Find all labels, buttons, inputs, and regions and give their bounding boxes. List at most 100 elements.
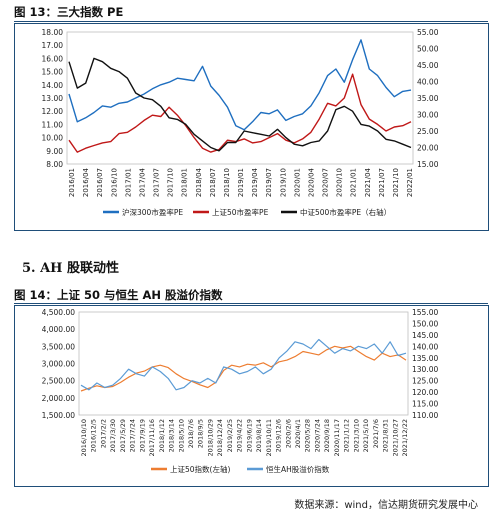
fig13-xtick: 2017/01 bbox=[124, 168, 132, 197]
fig14-series-line-1 bbox=[80, 345, 407, 392]
fig14-ytick-right: 120.00 bbox=[412, 388, 438, 397]
fig14-xtick: 2018/3/14 bbox=[168, 419, 176, 452]
fig14-ytick-right: 145.00 bbox=[412, 331, 438, 340]
fig14-xtick: 2017/3/30 bbox=[109, 419, 117, 452]
figure13-title: 图 13：三大指数 PE bbox=[14, 5, 124, 19]
fig13-ytick-right: 35.00 bbox=[417, 94, 439, 103]
fig13-xtick: 2016/04 bbox=[82, 167, 90, 197]
fig14-ytick-left: 3,000.00 bbox=[42, 360, 76, 369]
figure14-frame: 1,500.00 2,000.00 2,500.00 3,000.00 3,500.00… bbox=[14, 305, 489, 487]
fig14-xtick: 2021/7/6 bbox=[372, 419, 380, 448]
fig14-xtick: 2019/4/22 bbox=[236, 419, 244, 452]
fig14-xtick: 2019/10/11 bbox=[265, 419, 273, 456]
fig14-ytick-right: 125.00 bbox=[412, 377, 438, 386]
fig14-plot-border bbox=[78, 311, 409, 416]
fig14-ytick-left: 1,500.00 bbox=[42, 411, 76, 420]
fig13-ytick-left: 13.00 bbox=[42, 94, 64, 103]
fig14-xtick: 2020/4/1 bbox=[294, 419, 302, 448]
fig13-series-line-1 bbox=[68, 39, 412, 131]
fig14-xtick: 2020/9/18 bbox=[323, 419, 331, 452]
fig13-series-line-3 bbox=[68, 57, 412, 152]
fig13-plot-border bbox=[66, 31, 414, 165]
fig14-legend-label-2: 恒生AH股溢价指数 bbox=[266, 464, 330, 474]
fig14-xtick: 2016/12/5 bbox=[90, 419, 98, 452]
fig13-xtick: 2018/07 bbox=[209, 168, 217, 197]
fig14-xtick: 2021/8/31 bbox=[382, 419, 390, 452]
fig14-xtick: 2021/12/22 bbox=[401, 419, 409, 456]
fig13-ytick-left: 8.00 bbox=[46, 160, 63, 169]
section-heading: 5. AH 股联动性 bbox=[22, 261, 119, 276]
fig14-ytick-right: 110.00 bbox=[412, 411, 438, 420]
fig13-xtick: 2019/07 bbox=[265, 168, 273, 197]
fig13-ytick-right: 15.00 bbox=[417, 160, 439, 169]
fig14-ytick-left: 4,000.00 bbox=[42, 325, 76, 334]
fig13-xtick: 2021/07 bbox=[378, 168, 386, 197]
fig14-xtick: 2021/10/27 bbox=[391, 419, 399, 456]
fig14-xtick: 2018/7/6 bbox=[187, 419, 195, 448]
figure14-title: 图 14：上证 50 与恒生 AH 股溢价指数 bbox=[14, 288, 223, 302]
fig13-ytick-right: 45.00 bbox=[417, 61, 439, 70]
fig13-xtick: 2016/01 bbox=[68, 168, 76, 197]
fig14-xtick: 2021/1/12 bbox=[343, 419, 351, 452]
fig13-xtick: 2021/10 bbox=[392, 168, 400, 197]
fig14-legend-label-1: 上证50指数(左轴) bbox=[170, 464, 230, 474]
fig13-ytick-left: 17.00 bbox=[42, 41, 64, 50]
fig13-ytick-left: 12.00 bbox=[42, 107, 64, 116]
fig13-xtick: 2019/01 bbox=[237, 168, 245, 197]
figure13-chart: 8.00 9.00 10.00 11.00 12.00 13.00 14.00 15.00 16… bbox=[42, 28, 439, 217]
fig14-xtick: 2020/11/17 bbox=[333, 419, 341, 456]
fig13-xtick: 2016/10 bbox=[110, 168, 118, 197]
fig14-series-line-2 bbox=[80, 338, 407, 391]
fig13-ytick-left: 9.00 bbox=[46, 147, 63, 156]
fig13-series-line-2 bbox=[68, 73, 412, 153]
fig13-xtick: 2020/10 bbox=[336, 168, 344, 197]
fig13-xtick: 2017/10 bbox=[167, 168, 175, 197]
fig14-xtick: 2018/5/10 bbox=[177, 419, 185, 452]
fig14-xtick: 2016/10/10 bbox=[80, 419, 88, 456]
figure13-rule bbox=[14, 21, 488, 22]
fig14-ytick-right: 115.00 bbox=[412, 400, 438, 409]
fig14-xtick: 2020/7/24 bbox=[313, 419, 321, 452]
fig13-ytick-left: 18.00 bbox=[42, 28, 64, 37]
fig13-xtick: 2020/01 bbox=[293, 168, 301, 197]
fig14-xtick: 2018/9/5 bbox=[197, 419, 205, 448]
fig14-ytick-right: 155.00 bbox=[412, 308, 438, 317]
fig14-ytick-right: 135.00 bbox=[412, 354, 438, 363]
fig13-ytick-right: 30.00 bbox=[417, 111, 439, 120]
fig14-ytick-left: 2,000.00 bbox=[42, 394, 76, 403]
fig14-xtick: 2017/7/24 bbox=[129, 419, 137, 452]
fig14-xtick: 2021/5/10 bbox=[362, 419, 370, 452]
fig14-xtick: 2019/2/25 bbox=[226, 419, 234, 452]
fig14-ytick-right: 150.00 bbox=[412, 319, 438, 328]
fig13-xtick: 2018/04 bbox=[195, 167, 203, 197]
data-source: 数据来源：wind，信达期货研究发展中心 bbox=[294, 500, 478, 511]
fig13-ytick-right: 55.00 bbox=[417, 28, 439, 37]
fig13-ytick-left: 11.00 bbox=[42, 120, 64, 129]
fig14-xtick: 2020/5/28 bbox=[304, 419, 312, 452]
fig13-xtick: 2017/04 bbox=[138, 167, 146, 197]
fig13-xtick: 2019/04 bbox=[251, 167, 259, 197]
fig13-ytick-left: 10.00 bbox=[42, 134, 64, 143]
fig14-xtick: 2019/8/14 bbox=[255, 419, 263, 452]
fig13-ytick-right: 40.00 bbox=[417, 78, 439, 87]
fig13-xtick: 2022/01 bbox=[406, 168, 414, 197]
fig14-xtick: 2017/2/2 bbox=[99, 419, 107, 448]
figure13-frame: 8.00 9.00 10.00 11.00 12.00 13.00 14.00 15.00 16… bbox=[14, 23, 489, 231]
fig14-xtick: 2018/12/24 bbox=[216, 419, 224, 456]
fig13-legend-label-2: 上证50市盈率PE bbox=[212, 207, 269, 217]
fig13-ytick-right: 20.00 bbox=[417, 144, 439, 153]
fig14-ytick-left: 4,500.00 bbox=[42, 308, 76, 317]
fig13-ytick-left: 16.00 bbox=[42, 54, 64, 63]
fig14-xtick: 2020/2/6 bbox=[284, 419, 292, 448]
fig13-xtick: 2018/01 bbox=[181, 168, 189, 197]
fig14-xtick: 2017/5/29 bbox=[119, 419, 127, 452]
fig13-xtick: 2018/10 bbox=[223, 168, 231, 197]
fig14-xtick: 2021/3/10 bbox=[352, 419, 360, 452]
fig14-ytick-right: 130.00 bbox=[412, 365, 438, 374]
fig13-legend-label-3: 中证500市盈率PE（右轴） bbox=[300, 207, 391, 217]
fig13-xtick: 2016/07 bbox=[96, 168, 104, 197]
fig13-ytick-right: 25.00 bbox=[417, 127, 439, 136]
fig13-xtick: 2021/04 bbox=[364, 167, 372, 197]
fig14-xtick: 2018/10/29 bbox=[206, 419, 214, 456]
fig13-xtick: 2017/07 bbox=[153, 168, 161, 197]
